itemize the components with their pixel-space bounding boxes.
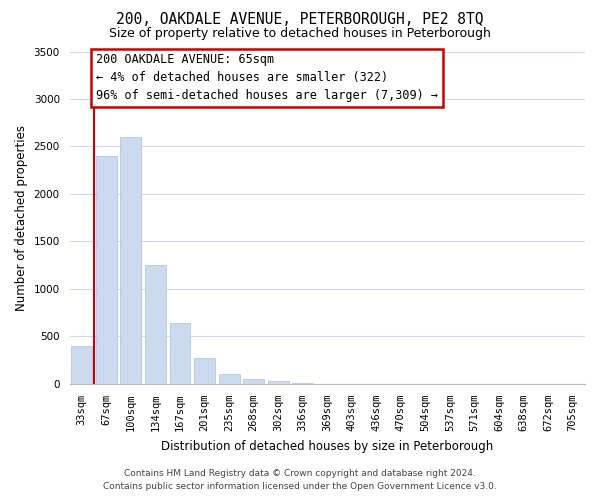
Bar [145,265,166,384]
Bar [170,323,190,384]
Bar [121,137,142,384]
Bar [292,383,313,384]
X-axis label: Distribution of detached houses by size in Peterborough: Distribution of detached houses by size … [161,440,493,452]
Text: Size of property relative to detached houses in Peterborough: Size of property relative to detached ho… [109,28,491,40]
Y-axis label: Number of detached properties: Number of detached properties [15,124,28,310]
Text: Contains HM Land Registry data © Crown copyright and database right 2024.
Contai: Contains HM Land Registry data © Crown c… [103,469,497,491]
Text: 200 OAKDALE AVENUE: 65sqm
← 4% of detached houses are smaller (322)
96% of semi-: 200 OAKDALE AVENUE: 65sqm ← 4% of detach… [96,54,438,102]
Bar [194,358,215,384]
Text: 200, OAKDALE AVENUE, PETERBOROUGH, PE2 8TQ: 200, OAKDALE AVENUE, PETERBOROUGH, PE2 8… [116,12,484,28]
Bar [71,346,92,384]
Bar [243,379,264,384]
Bar [218,374,239,384]
Bar [268,381,289,384]
Bar [96,156,117,384]
